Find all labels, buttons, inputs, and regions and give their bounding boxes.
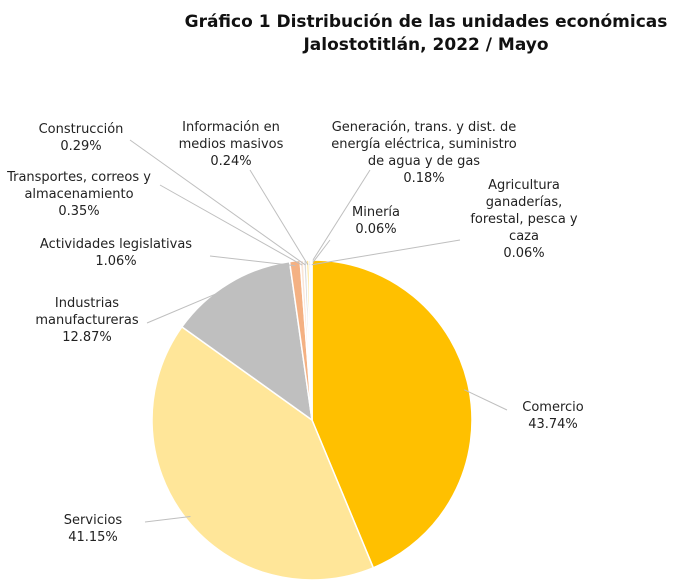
chart-title: Jalostotitlán, 2022 / Mayo <box>303 35 549 55</box>
data-label: Actividades legislativas 1.06% <box>21 236 211 270</box>
data-label: Generación, trans. y dist. de energía el… <box>324 119 524 187</box>
leader-line <box>159 184 303 266</box>
label-category: Generación, trans. y dist. de energía el… <box>331 120 517 169</box>
data-label: Construcción 0.29% <box>26 121 136 155</box>
data-label: Industrias manufactureras 12.87% <box>27 295 147 346</box>
pie-slice <box>180 260 313 422</box>
leader-line <box>310 239 331 266</box>
data-label: Minería 0.06% <box>336 204 416 238</box>
label-category: Actividades legislativas <box>39 237 193 252</box>
label-value: 0.06% <box>503 246 545 261</box>
label-category: Minería <box>352 205 400 220</box>
chart-title: Gráfico 1 Distribución de las unidades e… <box>184 12 668 32</box>
label-value: 0.06% <box>355 222 397 237</box>
data-label: Servicios 41.15% <box>43 512 143 546</box>
label-value: 0.18% <box>403 171 445 186</box>
leader-line <box>309 169 371 266</box>
pie-slice <box>310 259 313 421</box>
pie-slice <box>311 259 473 569</box>
leader-line <box>463 389 508 411</box>
data-label: Comercio 43.74% <box>503 399 603 433</box>
label-value: 1.06% <box>95 254 137 269</box>
label-value: 0.24% <box>210 154 252 169</box>
label-value: 12.87% <box>62 330 112 345</box>
leader-line <box>129 139 306 266</box>
label-category: Servicios <box>63 513 123 528</box>
label-value: 0.29% <box>60 139 102 154</box>
label-value: 41.15% <box>68 530 118 545</box>
leader-line <box>311 239 461 266</box>
label-value: 43.74% <box>528 417 578 432</box>
leader-line <box>249 169 309 266</box>
label-category: Construcción <box>38 122 124 137</box>
label-category: Agricultura ganaderías, forestal, pesca … <box>470 178 578 244</box>
label-category: Comercio <box>522 400 584 415</box>
leader-line <box>209 255 296 267</box>
label-category: Industrias manufactureras <box>35 296 139 328</box>
data-label: Agricultura ganaderías, forestal, pesca … <box>462 177 587 262</box>
data-label: Transportes, correos y almacenamiento 0.3… <box>4 169 154 220</box>
label-category: Información en medios masivos <box>178 120 284 152</box>
data-label: Información en medios masivos 0.24% <box>171 119 291 170</box>
leader-line <box>146 286 232 324</box>
pie-slice <box>151 325 375 581</box>
label-category: Transportes, correos y almacenamiento <box>7 170 151 202</box>
label-value: 0.35% <box>58 204 100 219</box>
leader-line <box>144 516 191 523</box>
